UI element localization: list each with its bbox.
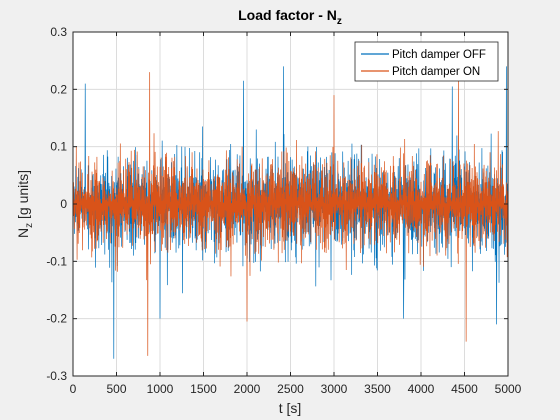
legend-box [354,41,499,82]
x-tick-label: 1000 [147,382,174,396]
series-layer [72,66,509,359]
x-tick-label: 500 [106,382,126,396]
x-tick-label: 5000 [495,382,522,396]
y-tick-label: 0.3 [50,25,67,39]
y-tick-label: 0.1 [50,140,67,154]
x-tick-label: 4000 [408,382,435,396]
x-axis-label: t [s] [279,400,302,416]
chart-title: Load factor - Nz [238,7,342,27]
x-tick-label: 3500 [364,382,391,396]
y-axis-label: Nz [g units] [15,170,35,238]
x-tick-label: 0 [70,382,77,396]
x-tick-label: 2000 [234,382,261,396]
y-tick-label: -0.2 [46,312,67,326]
y-tick-label: 0 [60,197,67,211]
x-tick-label: 3000 [321,382,348,396]
y-tick-label: 0.2 [50,82,67,96]
y-tick-label: -0.1 [46,254,67,268]
legend: Pitch damper OFF Pitch damper ON [354,41,499,82]
legend-label-on: Pitch damper ON [392,66,480,78]
y-tick-label: -0.3 [46,369,67,383]
legend-label-off: Pitch damper OFF [392,49,486,61]
x-tick-label: 4500 [451,382,478,396]
x-tick-label: 1500 [190,382,217,396]
x-tick-label: 2500 [277,382,304,396]
series-line-pitch-damper-on [72,72,509,356]
ticks: 0 500 1000 1500 2000 2500 3000 3500 4000 4500 5000… [46,25,521,396]
